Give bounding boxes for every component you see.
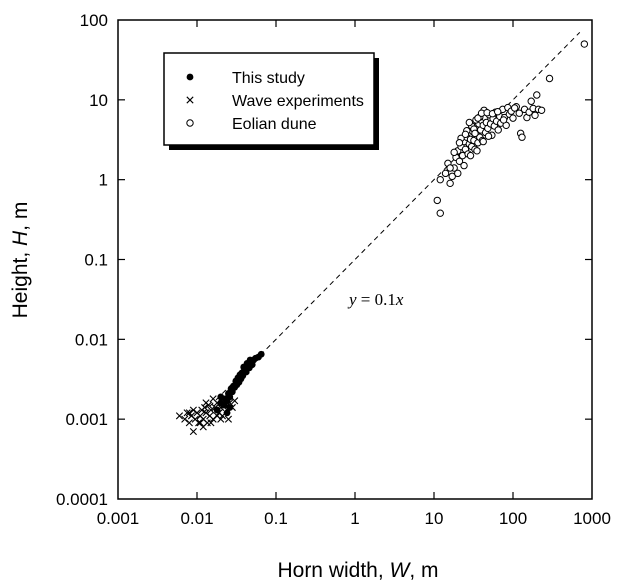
x-tick-label: 1 [350, 509, 359, 528]
open-circle-point [494, 126, 502, 134]
y-axis-title: Height, H, m [9, 202, 32, 319]
fit-annotation: y = 0.1x [347, 290, 404, 309]
open-circle-point [484, 132, 493, 140]
legend-label: Wave experiments [232, 93, 364, 110]
cross-point [185, 409, 193, 417]
x-tick-label: 1000 [573, 509, 611, 528]
open-circle-point [466, 151, 475, 160]
legend-label: Eolian dune [232, 116, 317, 133]
legend-entries: This study Wave experiments Eolian dune [186, 70, 364, 133]
cross-point [217, 403, 225, 412]
cross-point [211, 403, 219, 412]
open-circle-point [509, 114, 517, 122]
cross-point [202, 399, 210, 407]
filled-circle-point [217, 393, 225, 401]
legend-label: This study [232, 70, 305, 87]
open-circle-point [446, 164, 454, 172]
x-tick-label: 0.01 [180, 509, 213, 528]
y-tick-label: 10 [89, 91, 108, 110]
open-circle-point [448, 172, 456, 181]
cross-point [228, 403, 236, 412]
cross-point [196, 419, 204, 427]
open-circle-point [473, 147, 481, 155]
cross-point [226, 399, 234, 407]
open-circle-point [533, 91, 541, 99]
filled-circle-point [257, 350, 265, 358]
open-circle-point [461, 130, 470, 139]
y-tick-label: 0.01 [75, 330, 108, 349]
open-circle-point [499, 116, 508, 124]
open-circle-point [493, 108, 502, 116]
cross-point [185, 419, 193, 427]
open-circle-point [515, 109, 523, 117]
cross-point [223, 406, 231, 414]
x-tick-label: 100 [499, 509, 527, 528]
cross-point [189, 427, 197, 436]
open-circle-point [537, 106, 546, 114]
cross-point [207, 419, 215, 427]
data-points [175, 40, 589, 436]
cross-point [209, 395, 217, 403]
open-circle-point [471, 129, 479, 138]
open-circle-point [545, 74, 554, 83]
filled-circle-point [246, 356, 254, 364]
cross-point [220, 401, 228, 409]
open-circle-point [433, 196, 441, 205]
open-circle-point [441, 169, 450, 178]
x-tick-label: 0.001 [97, 509, 140, 528]
open-circle-point [474, 114, 482, 122]
cross-point [224, 415, 233, 423]
y-tick-label: 1 [99, 171, 108, 190]
cross-point [199, 423, 207, 431]
legend: This study Wave experiments Eolian dune [163, 52, 379, 150]
y-axis-ticks: 0.0001 0.001 0.01 0.1 1 10 100 [56, 11, 592, 509]
cross-point [213, 412, 221, 420]
x-tick-label: 0.1 [264, 509, 288, 528]
legend-box [163, 52, 375, 146]
cross-point [207, 406, 215, 414]
open-circle-point [436, 175, 444, 184]
cross-point [183, 409, 191, 417]
y-tick-label: 0.0001 [56, 490, 108, 509]
open-circle-point [460, 161, 468, 170]
open-circle-point [479, 137, 487, 146]
cross-point [231, 397, 239, 405]
y-tick-label: 0.001 [65, 410, 108, 429]
open-circle-point [446, 179, 454, 188]
legend-marker-cross [186, 96, 194, 104]
open-circle-point [527, 97, 535, 105]
filled-circle-point [226, 393, 234, 401]
open-circle-point [510, 104, 519, 112]
open-circle-point [531, 111, 539, 120]
open-circle-point [455, 139, 464, 147]
legend-marker-open-circle [186, 119, 194, 127]
x-axis-ticks: 0.001 0.01 0.1 1 10 100 1000 [97, 20, 611, 528]
y-tick-label: 100 [80, 11, 108, 30]
open-circle-point [436, 209, 444, 217]
legend-marker-filled-circle [186, 73, 194, 81]
open-circle-point [580, 40, 589, 48]
open-circle-point [454, 169, 462, 178]
cross-point [201, 403, 209, 412]
cross-point [189, 406, 197, 414]
cross-point [175, 412, 184, 420]
open-circle-point [455, 157, 464, 165]
open-circle-point [518, 133, 526, 141]
y-tick-label: 0.1 [84, 251, 108, 270]
x-tick-label: 10 [425, 509, 444, 528]
x-axis-title: Horn width, W, m [277, 559, 438, 582]
open-circle-point [450, 148, 458, 157]
open-circle-point [465, 118, 474, 127]
cross-point [181, 415, 189, 423]
